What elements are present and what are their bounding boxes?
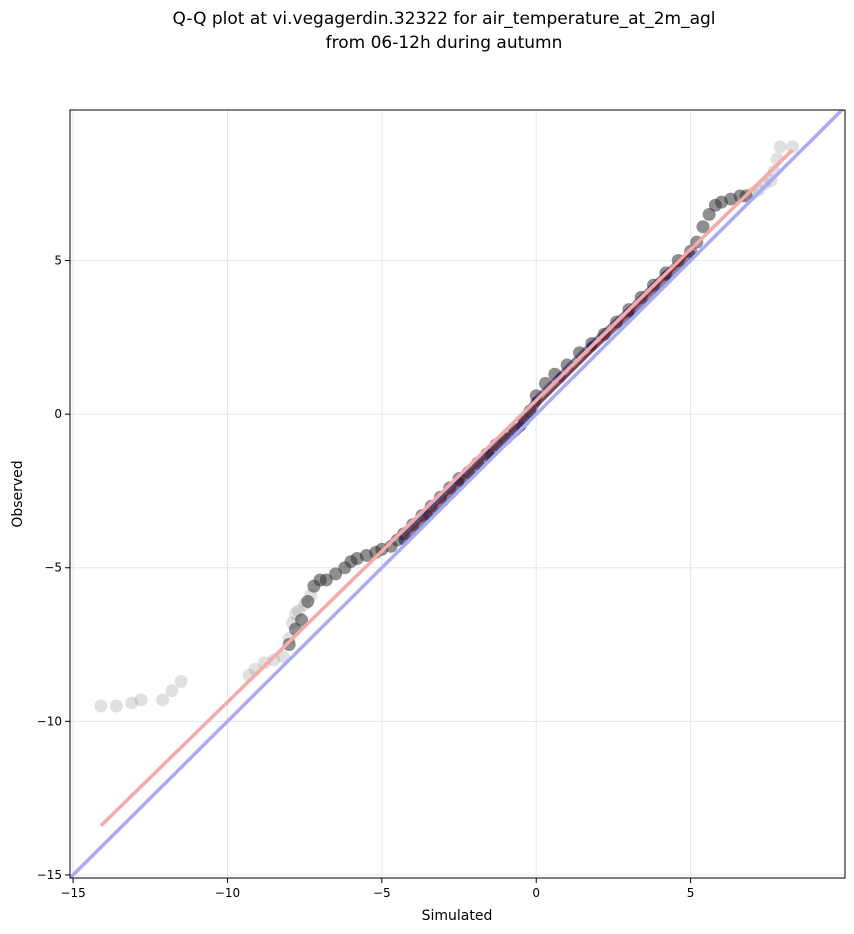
x-tick-label: −10	[215, 886, 240, 900]
y-axis-label: Observed	[10, 460, 26, 527]
tail-point	[258, 656, 272, 670]
core-point	[301, 595, 315, 609]
core-point	[329, 567, 343, 581]
chart-title-line-1: Q-Q plot at vi.vegagerdin.32322 for air_…	[172, 9, 715, 29]
y-tick-label: −10	[37, 714, 62, 728]
identity-line	[70, 110, 845, 878]
grid	[70, 110, 845, 878]
tail-point	[125, 696, 139, 710]
x-tick-label: 0	[532, 886, 540, 900]
core-point	[319, 573, 333, 587]
plot-area	[70, 110, 845, 878]
y-tick-label: 5	[54, 254, 62, 268]
x-axis: −15 −10 −5 0 5	[60, 878, 694, 900]
fit-line-core	[402, 252, 692, 540]
tail-point	[267, 653, 281, 667]
tail-point	[109, 699, 123, 713]
dense-point-band	[484, 421, 526, 460]
y-tick-label: 0	[54, 407, 62, 421]
tail-point	[94, 699, 108, 713]
y-axis: −15 −10 −5 0 5	[37, 254, 70, 882]
core-point	[295, 613, 309, 627]
x-axis-label: Simulated	[422, 908, 493, 924]
core-point	[696, 220, 710, 234]
fit-line	[99, 148, 794, 828]
core-point	[702, 207, 716, 221]
dense-point-band	[398, 510, 434, 546]
plot-frame	[69, 109, 846, 879]
x-tick-label: −5	[373, 886, 391, 900]
y-tick-label: −5	[44, 561, 62, 575]
tail-point	[134, 693, 148, 707]
y-tick-label: −15	[37, 868, 62, 882]
x-tick-label: 5	[687, 886, 695, 900]
tail-point	[786, 140, 800, 154]
tail-point	[276, 650, 290, 664]
tail-point	[174, 674, 188, 688]
x-tick-label: −15	[60, 886, 85, 900]
core-point	[282, 638, 296, 652]
tail-point	[165, 684, 179, 698]
tail-point	[156, 693, 170, 707]
chart-title-line-2: from 06-12h during autumn	[326, 33, 563, 53]
tail-point	[773, 140, 787, 154]
